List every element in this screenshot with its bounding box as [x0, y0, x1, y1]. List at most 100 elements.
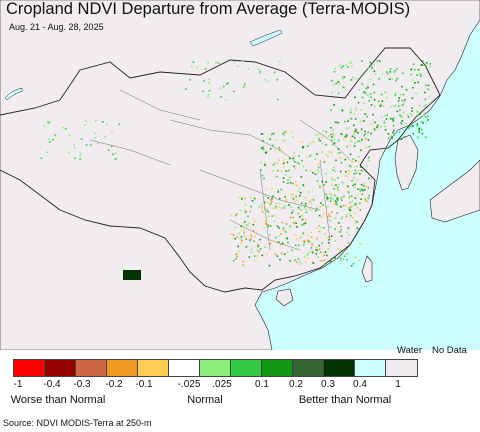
ndvi-pixel — [241, 196, 244, 198]
ndvi-pixel — [355, 221, 358, 224]
ndvi-pixel — [118, 123, 120, 126]
ndvi-pixel — [351, 118, 353, 120]
ndvi-pixel — [303, 256, 306, 258]
ndvi-pixel — [367, 186, 370, 189]
ndvi-pixel — [345, 216, 348, 218]
ndvi-pixel — [85, 144, 88, 146]
ndvi-pixel — [398, 131, 401, 133]
ndvi-pixel — [417, 81, 419, 84]
ndvi-pixel — [316, 209, 318, 211]
ndvi-pixel — [321, 136, 323, 139]
ndvi-pixel — [244, 197, 246, 200]
ndvi-pixel — [295, 181, 297, 183]
ndvi-pixel — [257, 243, 259, 246]
ndvi-pixel — [317, 133, 319, 136]
ndvi-pixel — [356, 227, 358, 230]
ndvi-pixel — [237, 245, 239, 248]
ndvi-pixel — [383, 120, 386, 122]
ndvi-pixel — [315, 209, 317, 212]
ndvi-pixel — [389, 71, 391, 73]
ndvi-pixel — [394, 94, 396, 96]
ndvi-pixel — [351, 135, 354, 138]
ndvi-pixel — [379, 104, 382, 107]
ndvi-pixel — [425, 84, 427, 87]
ndvi-pixel — [52, 139, 54, 141]
ndvi-pixel — [323, 254, 325, 257]
ndvi-pixel — [242, 260, 245, 263]
ndvi-pixel — [400, 115, 403, 118]
ndvi-pixel — [345, 64, 348, 66]
ndvi-pixel — [304, 202, 307, 205]
ndvi-pixel — [293, 151, 295, 154]
legend-tick: -.025 — [177, 379, 201, 390]
legend-swatch-5 — [138, 360, 169, 376]
ndvi-pixel — [79, 152, 81, 155]
ndvi-pixel — [266, 217, 268, 219]
ndvi-pixel — [309, 251, 312, 253]
ndvi-pixel — [270, 225, 272, 227]
ndvi-pixel — [393, 116, 396, 119]
ndvi-pixel — [360, 109, 363, 111]
ndvi-pixel — [311, 261, 314, 264]
ndvi-pixel — [402, 103, 404, 106]
ndvi-pixel — [292, 221, 295, 224]
ndvi-pixel — [217, 62, 220, 64]
ndvi-pixel — [396, 110, 399, 113]
ndvi-pixel — [275, 175, 278, 178]
ndvi-pixel — [392, 118, 394, 121]
ndvi-pixel — [418, 128, 420, 131]
ndvi-pixel — [298, 187, 301, 190]
ndvi-pixel — [308, 240, 311, 242]
ndvi-pixel — [422, 122, 424, 124]
ndvi-pixel — [317, 256, 320, 259]
ndvi-pixel — [253, 230, 255, 232]
ndvi-pixel — [399, 109, 401, 111]
ndvi-pixel — [415, 92, 417, 95]
ndvi-pixel — [302, 185, 305, 188]
ndvi-pixel — [330, 235, 333, 237]
ndvi-pixel — [330, 196, 333, 198]
ndvi-pixel — [332, 133, 334, 135]
ndvi-pixel — [360, 169, 363, 172]
ndvi-pixel — [405, 122, 407, 125]
ndvi-pixel — [336, 212, 339, 214]
ndvi-pixel — [340, 235, 343, 237]
ndvi-pixel — [350, 117, 352, 120]
ndvi-pixel — [320, 260, 323, 262]
ndvi-pixel — [293, 165, 295, 168]
ndvi-pixel — [269, 233, 271, 236]
ndvi-pixel — [232, 259, 235, 262]
ndvi-pixel — [312, 250, 314, 253]
ndvi-pixel — [422, 115, 424, 117]
ndvi-pixel — [363, 183, 365, 185]
ndvi-pixel — [334, 179, 336, 181]
ndvi-pixel — [372, 83, 375, 86]
ndvi-pixel — [268, 264, 271, 267]
ndvi-pixel — [326, 215, 329, 218]
ndvi-pixel — [347, 120, 349, 122]
ndvi-pixel — [304, 205, 307, 207]
ndvi-pixel — [323, 212, 325, 215]
ndvi-pixel — [312, 172, 314, 174]
ndvi-pixel — [274, 148, 276, 151]
ndvi-pixel — [275, 205, 277, 208]
ndvi-pixel — [264, 207, 267, 210]
ndvi-pixel — [386, 114, 389, 116]
ndvi-pixel — [366, 138, 368, 140]
ndvi-pixel — [332, 198, 334, 201]
ndvi-pixel — [261, 208, 263, 210]
ndvi-pixel — [352, 184, 355, 187]
ndvi-pixel — [279, 243, 282, 246]
ndvi-pixel — [341, 216, 344, 218]
ndvi-pixel — [333, 194, 336, 197]
ndvi-pixel — [318, 138, 320, 140]
ndvi-pixel — [285, 170, 288, 172]
ndvi-pixel — [272, 164, 275, 166]
ndvi-pixel — [404, 99, 406, 101]
ndvi-pixel — [79, 155, 82, 158]
ndvi-pixel — [326, 144, 328, 146]
ndvi-pixel — [379, 105, 382, 107]
ndvi-pixel — [278, 206, 281, 208]
ndvi-pixel — [239, 209, 242, 212]
ndvi-pixel — [90, 144, 92, 146]
